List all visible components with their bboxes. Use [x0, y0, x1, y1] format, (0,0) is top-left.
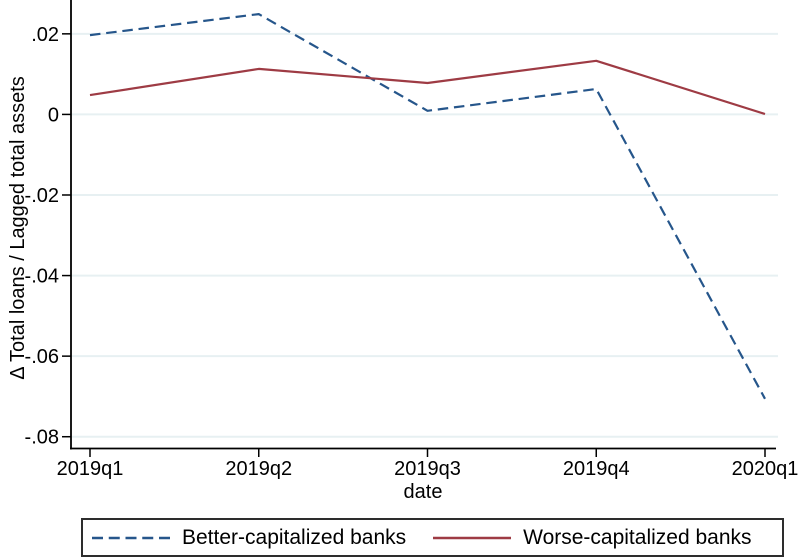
- series-lines: [89, 13, 766, 400]
- series-line-1: [89, 59, 766, 116]
- legend-item-worse: Worse-capitalized banks: [433, 525, 752, 550]
- dashed-line-sample-icon: [92, 536, 170, 539]
- y-tick-label: -.02: [25, 185, 59, 207]
- x-tick-label: 2019q4: [563, 458, 630, 480]
- solid-line-sample-icon: [433, 536, 512, 539]
- y-tick-label: .02: [31, 24, 59, 46]
- x-tick-label: 2020q1: [732, 458, 799, 480]
- x-tick-label: 2019q3: [394, 458, 461, 480]
- series-line-0: [89, 13, 766, 400]
- y-axis-title: Δ Total loans / Lagged total assets: [7, 76, 29, 380]
- legend-label-worse: Worse-capitalized banks: [523, 525, 752, 549]
- x-tick-label: 2019q2: [225, 458, 292, 480]
- y-tick-label: -.04: [25, 266, 59, 288]
- legend-label-better: Better-capitalized banks: [182, 525, 407, 549]
- axes: .02 0 -.02 -.04 -.06 -.08 2019q1 2019q2 2019q3 20…: [25, 0, 799, 480]
- y-tick-label: -.06: [25, 346, 59, 368]
- y-tick-label: 0: [48, 104, 59, 126]
- legend-box: Better-capitalized banks Worse-capitaliz…: [81, 518, 784, 557]
- legend-item-better: Better-capitalized banks: [92, 526, 406, 550]
- x-tick-label: 2019q1: [57, 458, 124, 480]
- y-tick-label: -.08: [25, 427, 59, 449]
- gridlines: [72, 32, 778, 438]
- x-axis-title: date: [404, 481, 443, 503]
